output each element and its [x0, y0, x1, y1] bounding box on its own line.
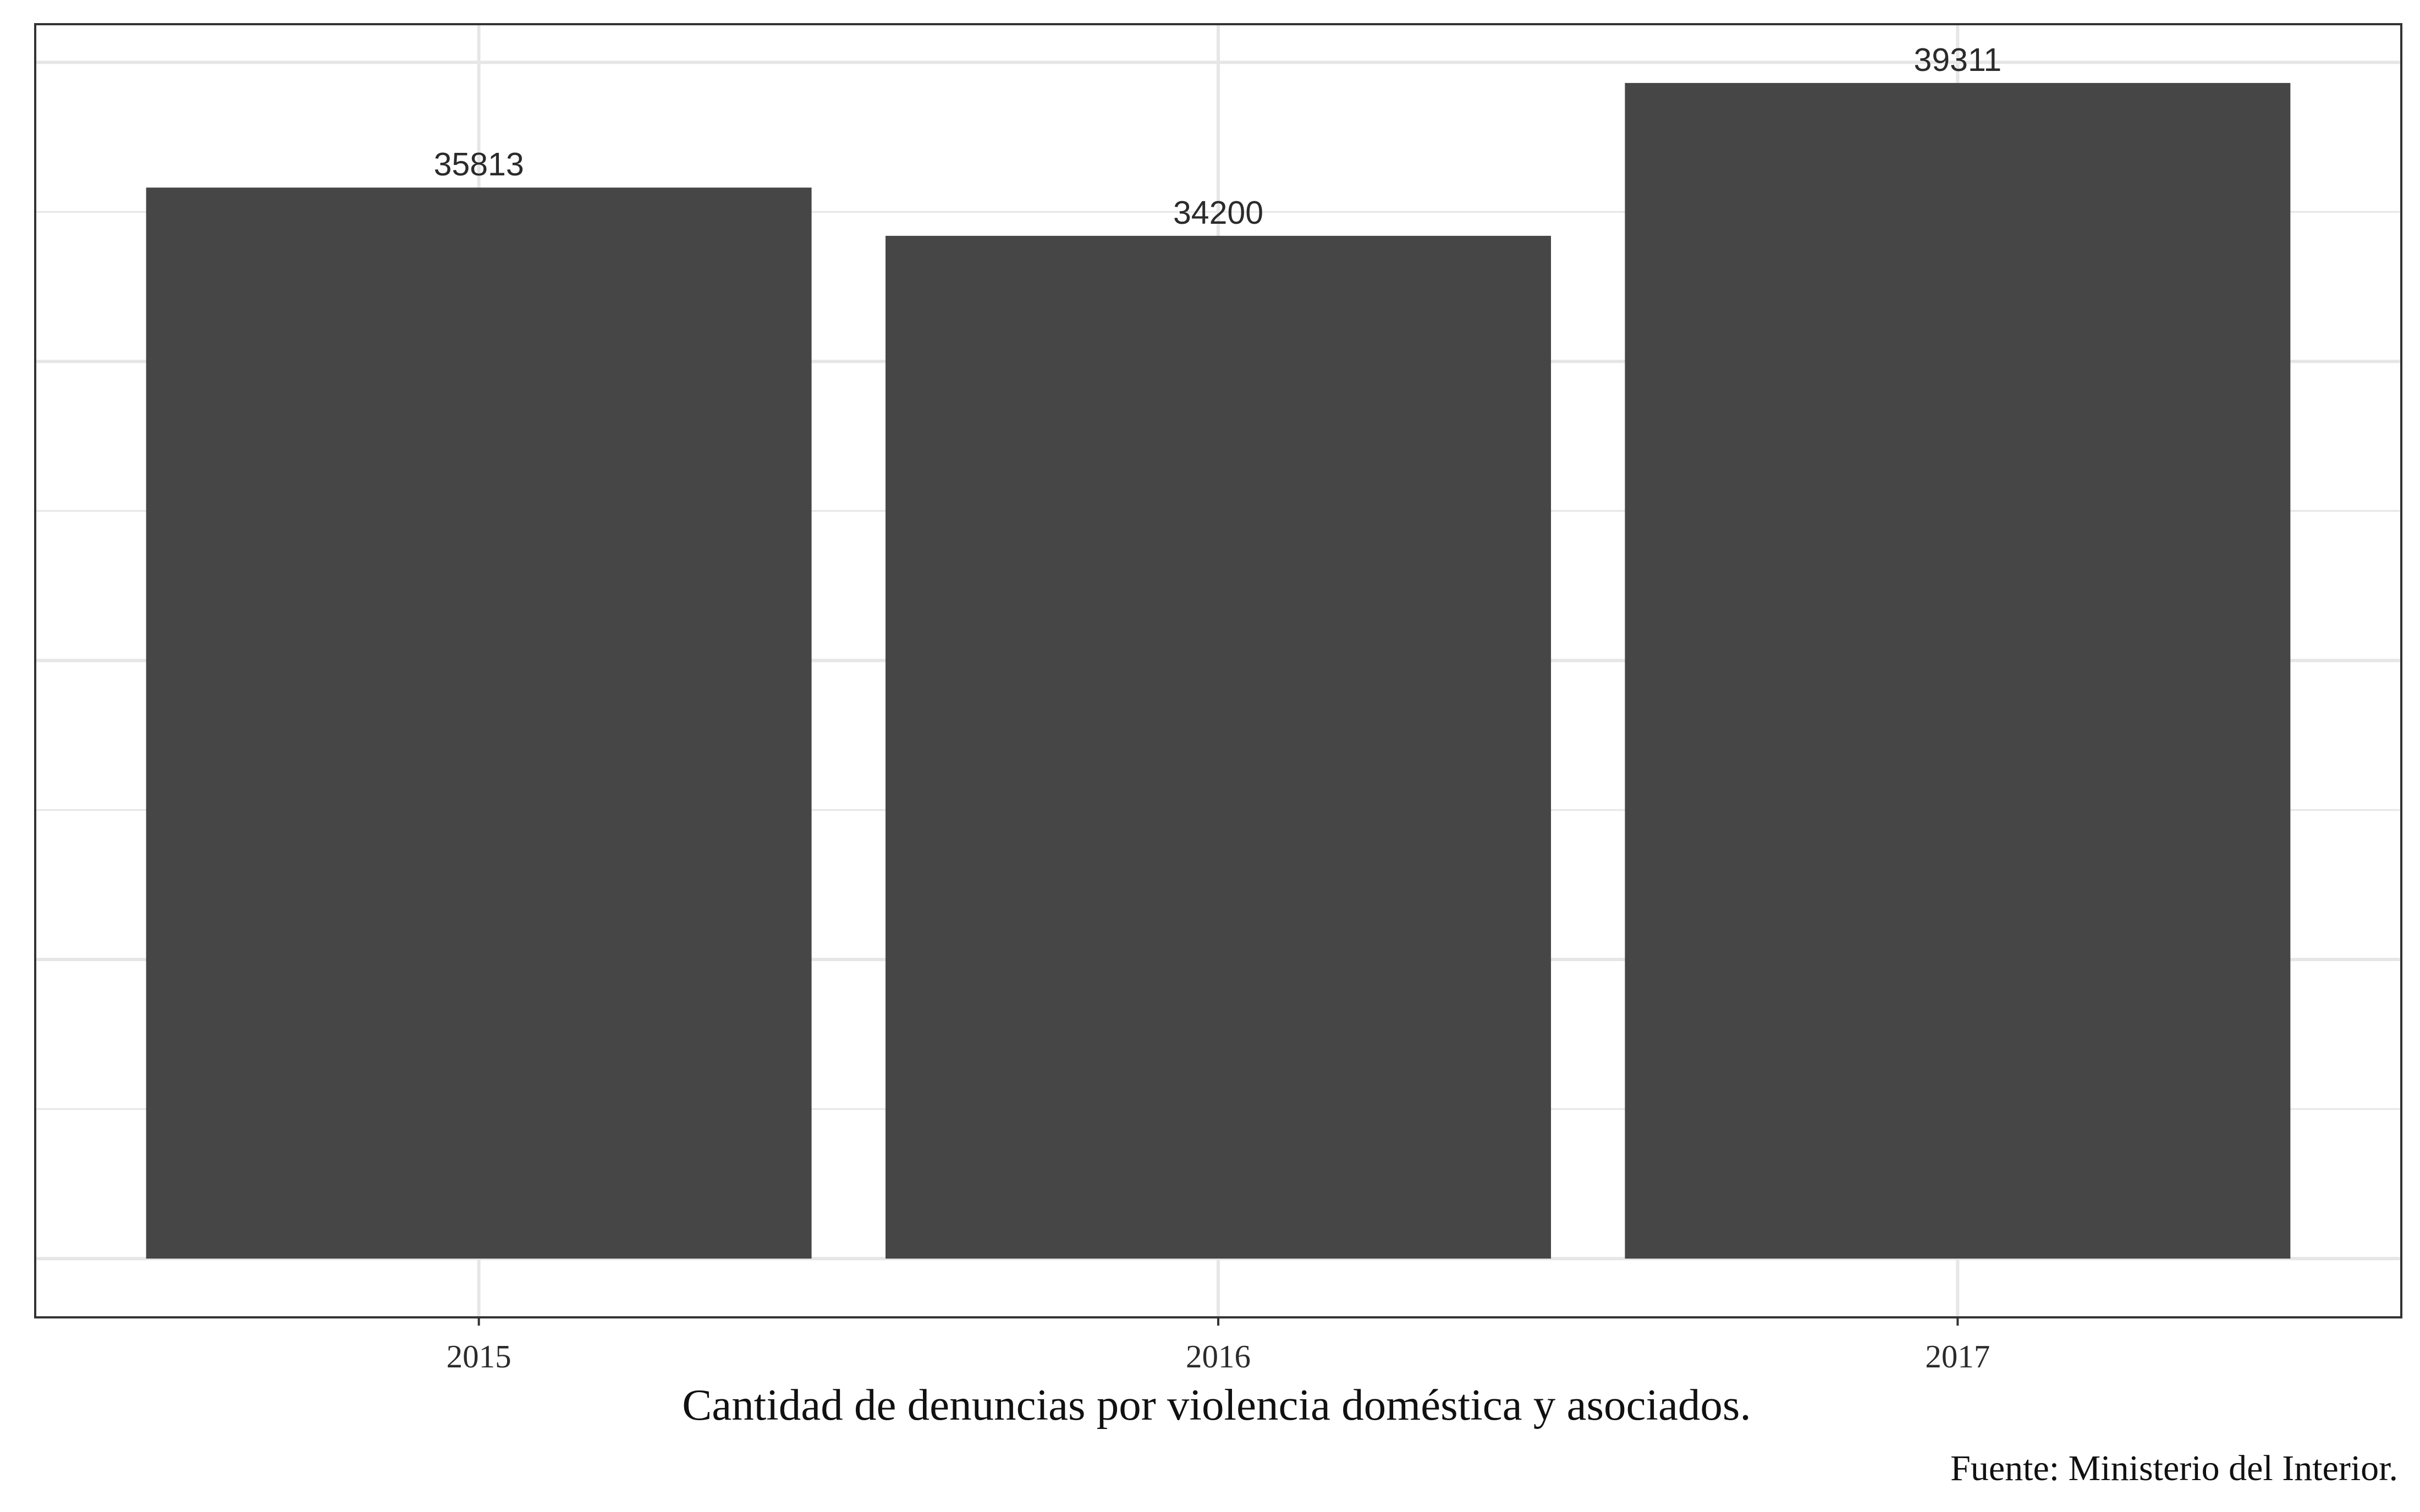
data-label-2016: 34200: [1173, 195, 1263, 231]
bar-2015: [146, 187, 812, 1259]
data-labels: 35813 34200 39311: [434, 42, 2002, 231]
data-label-2017: 39311: [1914, 42, 2002, 78]
x-tick-label-2017: 2017: [1925, 1338, 1990, 1375]
bar-2016: [886, 235, 1551, 1259]
x-tick-label-2015: 2015: [447, 1338, 512, 1375]
chart-caption: Fuente: Ministerio del Interior.: [1950, 1448, 2398, 1488]
x-axis-title: Cantidad de denuncias por violencia domé…: [682, 1380, 1751, 1430]
data-label-2015: 35813: [434, 146, 524, 183]
bar-2017: [1625, 82, 2291, 1259]
bar-series: [146, 82, 2291, 1259]
x-axis-tick-labels: 2015 2016 2017: [447, 1338, 1990, 1375]
x-tick-label-2016: 2016: [1186, 1338, 1251, 1375]
x-axis-ticks: [477, 1317, 1959, 1326]
